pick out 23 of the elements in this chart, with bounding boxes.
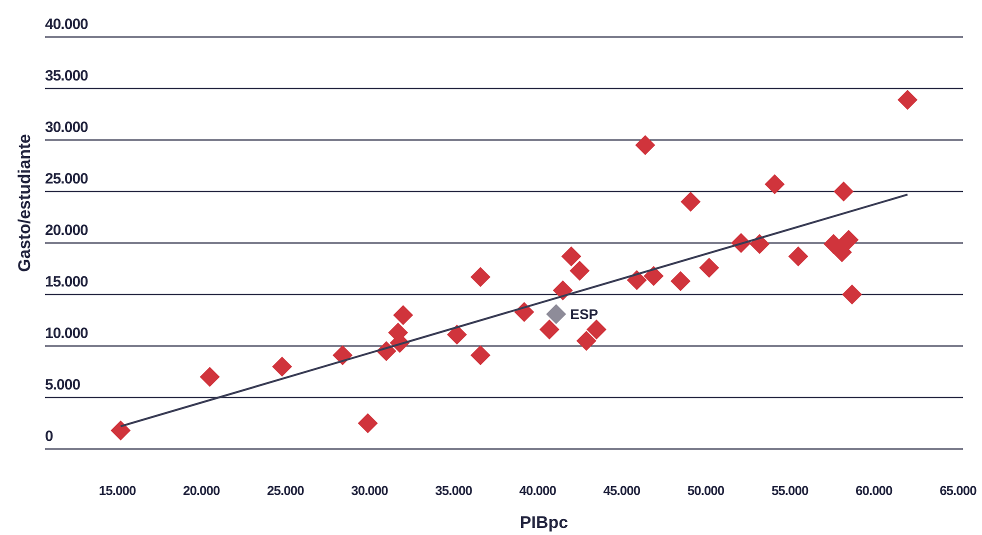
annotation: ESP	[570, 306, 598, 322]
y-tick-label: 35.000	[45, 68, 88, 84]
x-tick-label: 30.000	[351, 483, 388, 498]
x-tick-label: 45.000	[603, 483, 640, 498]
x-tick-label: 40.000	[519, 483, 556, 498]
x-tick-label: 15.000	[98, 483, 136, 498]
y-tick-label: 25.000	[45, 170, 88, 188]
x-tick-label: 35.000	[435, 483, 472, 498]
x-tick-label: 20.000	[182, 483, 220, 498]
y-tick-label: 40.000	[45, 16, 88, 33]
y-tick-label: 0	[45, 428, 53, 445]
x-tick-label: 60.000	[856, 483, 893, 498]
x-tick-label: 25.000	[267, 483, 304, 498]
y-axis-title: Gasto/estudiante	[15, 134, 34, 272]
y-tick-label: 30.000	[45, 119, 88, 136]
x-axis-title: PIBpc	[520, 513, 568, 532]
y-tick-label: 15.000	[45, 274, 88, 290]
x-tick-label: 65.000	[940, 483, 977, 498]
y-tick-label: 20.000	[45, 222, 88, 239]
x-tick-label: 55.000	[771, 483, 808, 498]
x-tick-label: 50.000	[687, 483, 724, 498]
y-tick-label: 10.000	[45, 325, 88, 342]
y-tick-label: 5.000	[45, 376, 80, 394]
